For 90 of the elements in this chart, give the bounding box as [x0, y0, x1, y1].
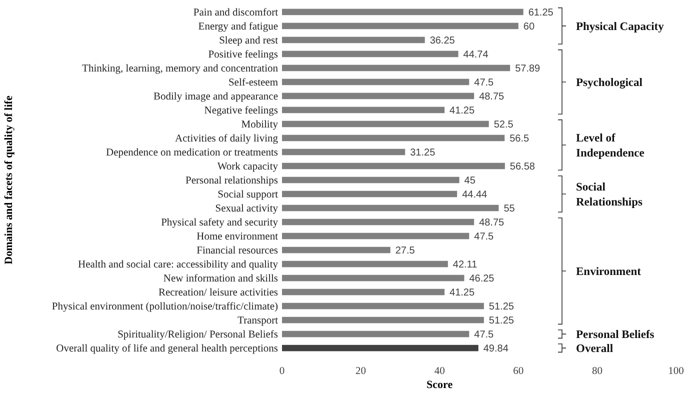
y-tick-label: Work capacity	[217, 162, 279, 173]
data-label: 51.25	[488, 302, 514, 313]
bar	[282, 162, 505, 170]
data-label: 60	[523, 21, 535, 32]
data-label: 61.25	[528, 7, 554, 18]
y-tick-label: Home environment	[196, 232, 278, 243]
y-tick-label: Physical safety and security	[161, 218, 279, 229]
y-tick-label: New information and skills	[163, 274, 278, 285]
bar	[282, 134, 505, 142]
y-tick-label: Physical environment (pollution/noise/traffic/climate)	[52, 302, 278, 313]
y-tick-label: Recreation/ leisure activities	[158, 288, 278, 299]
bar	[282, 246, 390, 254]
y-tick-label: Positive feelings	[208, 50, 278, 61]
bar	[282, 274, 464, 282]
y-tick-label: Personal relationships	[186, 176, 278, 187]
y-tick-label: Bodily image and appearance	[154, 92, 278, 103]
bar	[282, 176, 460, 184]
bar	[282, 344, 478, 352]
data-label: 31.25	[410, 147, 436, 158]
y-tick-label: Self-esteem	[228, 78, 278, 89]
annotation: Psychological	[576, 76, 642, 89]
x-tick-label: 20	[356, 366, 366, 377]
data-label: 41.25	[450, 288, 475, 299]
bar	[282, 106, 445, 114]
x-tick-label: 40	[434, 366, 445, 377]
data-label: 49.84	[483, 344, 509, 355]
x-axis-title: Score	[426, 379, 453, 391]
x-tick-label: 100	[668, 366, 684, 377]
y-tick-label: Transport	[238, 316, 278, 327]
y-tick-label: Mobility	[241, 120, 279, 131]
data-label: 42.11	[452, 260, 478, 271]
bar	[282, 260, 448, 268]
bar	[282, 302, 484, 310]
data-label: 47.5	[474, 232, 494, 243]
y-tick-label: Health and social care: accessibility and quality	[78, 260, 279, 271]
data-label: 41.25	[450, 105, 475, 116]
bar	[282, 8, 524, 16]
data-label: 36.25	[430, 35, 456, 46]
y-tick-label: Financial resources	[196, 246, 278, 257]
y-tick-label: Sleep and rest	[219, 36, 278, 47]
data-label: 51.25	[488, 316, 514, 327]
bar	[282, 316, 484, 324]
data-label: 45	[464, 176, 476, 186]
bar	[282, 92, 474, 100]
annotation: Environment	[576, 266, 642, 278]
bar	[282, 36, 425, 44]
bar	[282, 22, 518, 30]
y-tick-label: Dependence on medication or treatments	[106, 148, 278, 159]
bar	[282, 50, 458, 58]
data-label: 27.5	[395, 246, 416, 257]
data-label: 52.5	[494, 119, 514, 130]
y-tick-label: Overall quality of life and general health perceptions	[56, 344, 278, 355]
bar	[282, 288, 445, 296]
data-label: 47.5	[474, 330, 494, 341]
data-label: 55	[504, 204, 516, 215]
y-tick-label: Sexual activity	[215, 204, 279, 215]
data-label: 56.58	[510, 161, 536, 172]
bar	[282, 218, 474, 226]
data-label: 44.74	[463, 49, 489, 60]
bar	[282, 120, 489, 128]
data-label: 47.5	[474, 77, 494, 88]
y-axis-title: Domains and facets of quality of life	[3, 96, 15, 264]
y-tick-label: Social support	[218, 190, 278, 201]
annotation: Personal Beliefs	[576, 329, 655, 342]
data-label: 57.89	[515, 63, 541, 74]
x-tick-label: 60	[513, 366, 524, 377]
y-tick-label: Negative feelings	[204, 106, 278, 117]
bar	[282, 190, 458, 198]
data-label: 46.25	[469, 274, 495, 285]
data-label: 48.75	[479, 218, 505, 229]
bar	[282, 78, 470, 86]
bar	[282, 148, 406, 156]
x-tick-label: 80	[592, 366, 602, 377]
annotation: Level of Independence	[576, 132, 644, 160]
y-tick-label: Pain and discomfort	[193, 8, 278, 19]
y-tick-label: Activities of daily living	[175, 134, 279, 145]
bar	[282, 330, 470, 338]
annotation: Overall	[576, 343, 614, 356]
bar	[282, 232, 470, 240]
data-label: 48.75	[479, 91, 505, 102]
annotation: Social Relationships	[576, 182, 643, 209]
bar	[282, 64, 510, 72]
data-label: 56.5	[510, 133, 530, 144]
y-tick-label: Thinking, learning, memory and concentration	[82, 64, 279, 75]
y-tick-label: Energy and fatigue	[198, 22, 278, 33]
annotation: Physical Capacity	[576, 20, 664, 33]
x-tick-label: 0	[279, 366, 285, 377]
bar	[282, 204, 499, 212]
y-tick-label: Spirituality/Religion/ Personal Beliefs	[118, 330, 278, 341]
data-label: 44.44	[462, 190, 488, 201]
